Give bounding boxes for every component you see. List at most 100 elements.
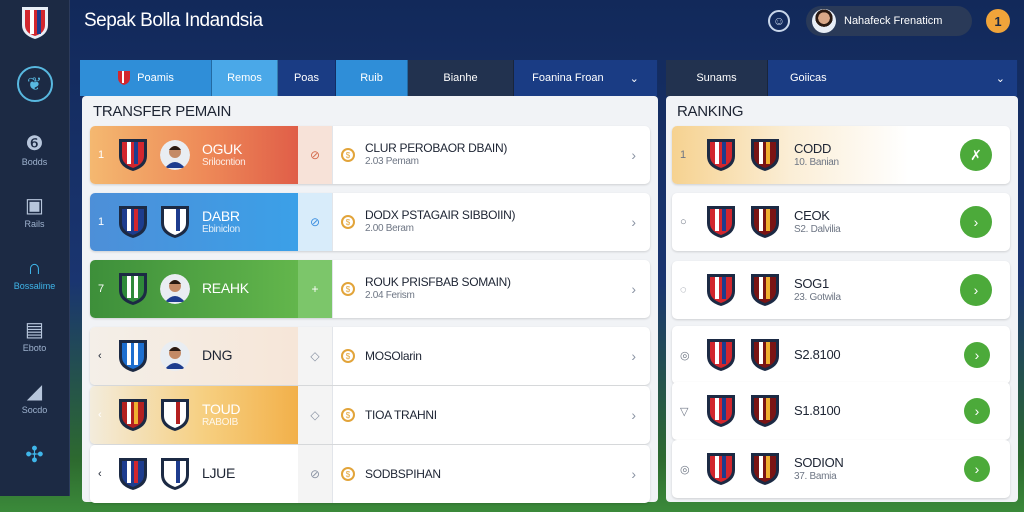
ranking-position: ○ — [680, 216, 687, 228]
coin-icon: $ — [341, 148, 355, 162]
transfer-row[interactable]: ‹ LJUE ⊘ $ SODBSPIHAN › — [90, 445, 650, 503]
go-arrow-icon[interactable]: › — [964, 398, 990, 424]
sidebar-item-5[interactable]: ◢ Socdo — [0, 368, 70, 428]
transfer-deal-block: $ MOSOlarin › — [332, 327, 650, 385]
tab-1[interactable]: Poamis — [80, 60, 212, 96]
tab-4[interactable]: Ruib — [336, 60, 408, 96]
transfer-row[interactable]: 7 REAHK + $ ROUK PRISFBAB SOMAIN) 2.04 Ferism… — [90, 260, 650, 318]
transfer-panel: TRANSFER PEMAIN 1 OGUK Srilocntion ⊘ $ CLUR P… — [82, 96, 658, 503]
go-arrow-icon[interactable]: › — [964, 456, 990, 482]
sidebar-item-label: Socdo — [21, 404, 48, 415]
go-arrow-icon[interactable]: ✗ — [960, 139, 992, 171]
player-name: DNG — [202, 347, 233, 364]
avatar — [812, 9, 836, 33]
transfer-row[interactable]: ‹ TOUD RABOIB ◇ $ TIOA TRAHNI › — [90, 386, 650, 444]
deal-text: SODBSPIHAN — [365, 466, 441, 481]
ranking-row[interactable]: ◎ SODION 37. Bamia › — [672, 440, 1010, 498]
club-detail: S2. Dalvilia — [794, 223, 841, 235]
club-name: S2.8100 — [794, 346, 841, 362]
tab-3[interactable]: Poas — [278, 60, 336, 96]
tab-label: Goiicas — [790, 72, 827, 84]
sidebar-item-label: Eboto — [22, 342, 47, 353]
transfer-row[interactable]: ‹ DNG ◇ $ MOSOlarin › — [90, 327, 650, 385]
coin-icon: $ — [341, 215, 355, 229]
club-crest-icon — [119, 139, 147, 171]
transfer-status-icon: + — [298, 260, 332, 318]
ranking-row[interactable]: ◌ SOG1 23. Gotwila › — [672, 261, 1010, 319]
go-arrow-icon[interactable]: › — [960, 274, 992, 306]
transfer-status-icon: ⊘ — [298, 193, 332, 251]
sidebar-item-2[interactable]: ▣ Rails — [0, 182, 70, 242]
chevron-right-icon[interactable]: › — [631, 466, 636, 482]
club-crest-icon — [751, 339, 779, 371]
transfer-player-block: ‹ TOUD RABOIB — [90, 386, 298, 444]
headset-icon: ∩ — [27, 256, 42, 279]
tab-2[interactable]: Remos — [212, 60, 278, 96]
tab-label: Foanina Froan — [532, 72, 604, 84]
transfer-deal-block: $ DODX PSTAGAIR SIBBOIIN) 2.00 Beram › — [332, 193, 650, 251]
sidebar-item-4[interactable]: ▤ Eboto — [0, 306, 70, 366]
tab-right-2[interactable]: Goiicas ⌄ — [768, 60, 1018, 96]
club-crest-icon — [707, 206, 735, 238]
tab-label: Remos — [227, 72, 262, 84]
chevron-right-icon[interactable]: › — [631, 348, 636, 364]
sidebar-item-3[interactable]: ∩ Bossalime — [0, 244, 70, 304]
club-name: SODION — [794, 454, 844, 470]
deal-fee: 2.00 Beram — [365, 223, 414, 235]
club-crest-icon — [161, 206, 189, 238]
ranking-row[interactable]: 1 CODD 10. Banian ✗ — [672, 126, 1010, 184]
tab-5[interactable]: Bianhe — [408, 60, 514, 96]
ranking-row[interactable]: ◎ S2.8100 › — [672, 326, 1010, 384]
transfer-row[interactable]: 1 OGUK Srilocntion ⊘ $ CLUR PEROBAOR DBAIN) 2.… — [90, 126, 650, 184]
transfer-player-block: 1 OGUK Srilocntion — [90, 126, 298, 184]
transfer-status-icon: ◇ — [298, 386, 332, 444]
transfer-player-block: 1 DABR Ebiniclon — [90, 193, 298, 251]
transfer-title: TRANSFER PEMAIN — [93, 103, 232, 120]
sidebar-item-label: Rails — [24, 218, 45, 229]
chevron-right-icon[interactable]: › — [631, 147, 636, 163]
tabbar-left: Poamis Remos Poas Ruib Bianhe Foanina Froan ⌄ — [80, 60, 658, 96]
deal-fee: 2.04 Ferism — [365, 290, 415, 302]
club-crest-icon — [707, 339, 735, 371]
chevron-right-icon[interactable]: › — [631, 214, 636, 230]
ranking-row[interactable]: ○ CEOK S2. Dalvilia › — [672, 193, 1010, 251]
transfer-player-block: ‹ LJUE — [90, 445, 298, 503]
coin-icon: $ — [341, 349, 355, 363]
club-detail: 37. Bamia — [794, 470, 837, 482]
club-crest-icon — [751, 139, 779, 171]
club-crest-icon — [119, 273, 147, 305]
transfer-player-block: ‹ DNG — [90, 327, 298, 385]
user-profile-button[interactable]: Nahafeck Frenaticm — [806, 6, 972, 36]
notification-badge[interactable]: 1 — [986, 9, 1010, 33]
leaf-icon[interactable]: ❦ — [16, 66, 53, 102]
ranking-row[interactable]: ▽ S1.8100 › — [672, 382, 1010, 440]
club-crest-icon — [119, 399, 147, 431]
tab-right-1[interactable]: Sunams — [666, 60, 768, 96]
club-crest-icon — [119, 206, 147, 238]
chevron-right-icon[interactable]: › — [631, 407, 636, 423]
tab-6[interactable]: Foanina Froan ⌄ — [514, 60, 658, 96]
club-crest-icon — [707, 274, 735, 306]
chevron-right-icon[interactable]: › — [631, 281, 636, 297]
club-name: SOG1 — [794, 275, 829, 291]
deal-text: ROUK PRISFBAB SOMAIN) — [365, 275, 511, 290]
deal-fee: 2.03 Pemam — [365, 156, 419, 168]
transfer-deal-block: $ CLUR PEROBAOR DBAIN) 2.03 Pemam › — [332, 126, 650, 184]
ball-icon: ◢ — [26, 380, 43, 403]
go-arrow-icon[interactable]: › — [960, 206, 992, 238]
go-arrow-icon[interactable]: › — [964, 342, 990, 368]
coin-icon: $ — [341, 282, 355, 296]
transfer-status-icon: ⊘ — [298, 126, 332, 184]
ranking-position: ▽ — [680, 405, 689, 418]
dashboard-icon: ❻ — [25, 132, 44, 155]
transfer-rank: 1 — [98, 216, 104, 228]
club-crest-logo-icon[interactable] — [20, 5, 50, 41]
transfer-row[interactable]: 1 DABR Ebiniclon ⊘ $ DODX PSTAGAIR SIBBOIIN) 2… — [90, 193, 650, 251]
settings-molecule-icon[interactable]: ✣ — [25, 442, 44, 467]
ranking-position: 1 — [680, 149, 687, 161]
app-title: Sepak Bolla Indandsia — [84, 10, 263, 31]
sidebar: ❦ ❻ Bodds ▣ Rails ∩ Bossalime ▤ Eboto ◢ Socdo ✣ — [0, 0, 70, 496]
chat-icon[interactable]: ☺ — [768, 10, 790, 32]
club-crest-icon — [751, 274, 779, 306]
sidebar-item-1[interactable]: ❻ Bodds — [0, 120, 70, 180]
